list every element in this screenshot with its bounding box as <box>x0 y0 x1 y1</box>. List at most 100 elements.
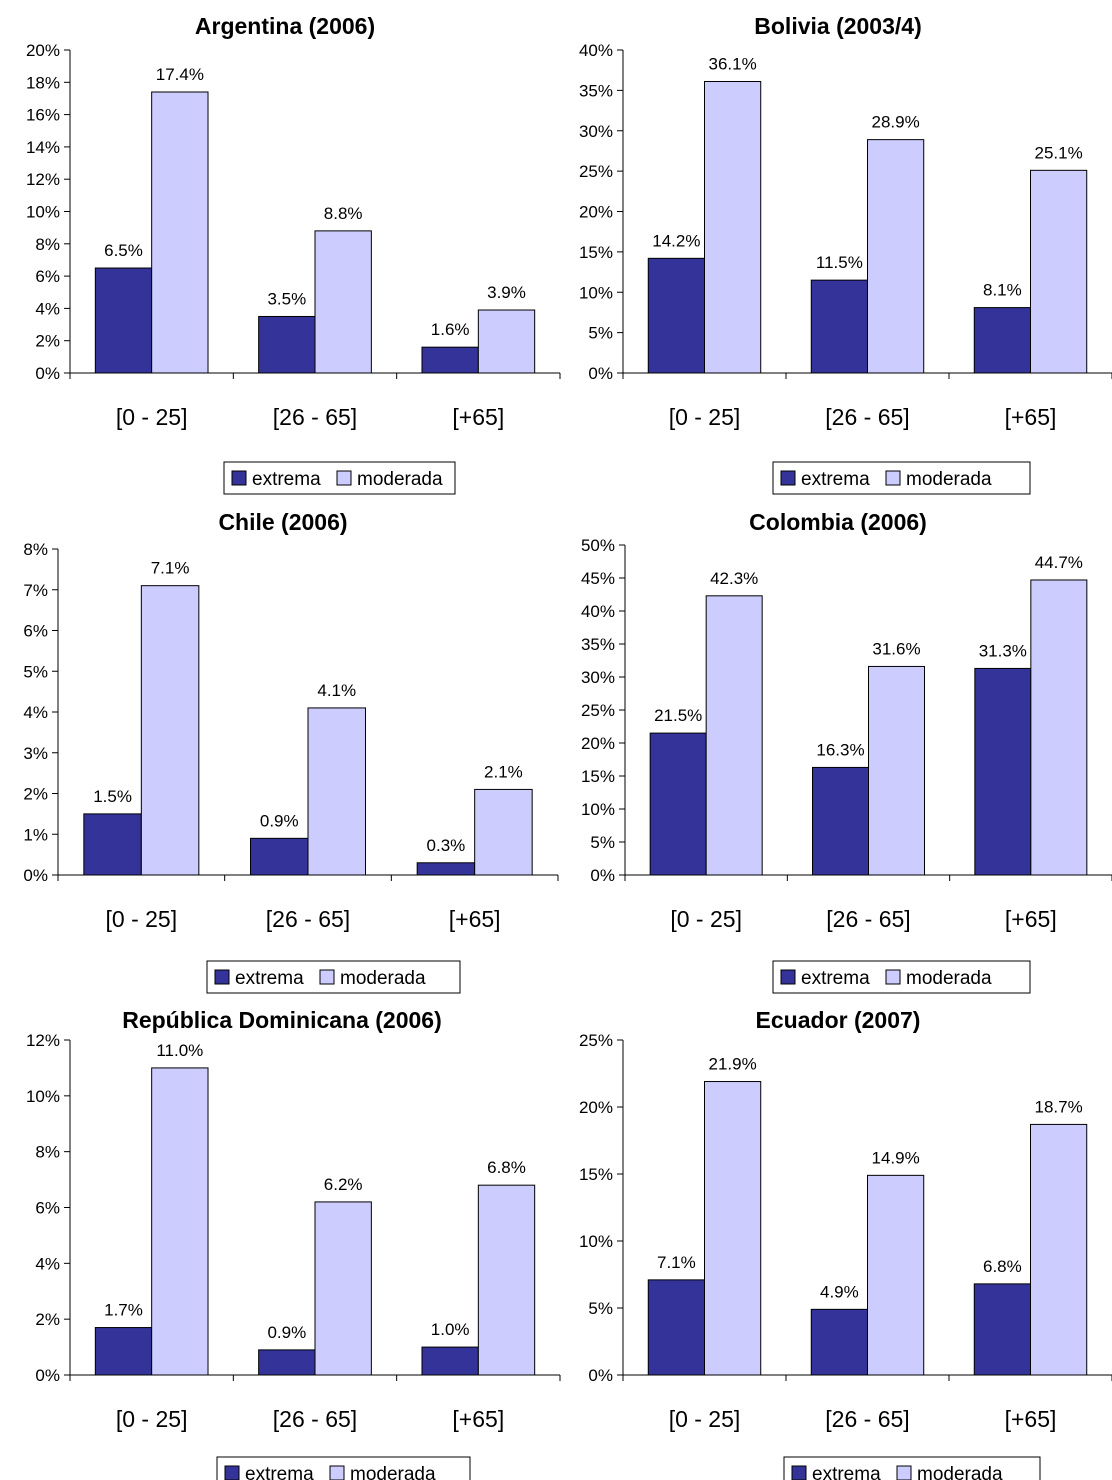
chart-title: Bolivia (2003/4) <box>754 13 921 39</box>
y-tick-label: 3% <box>23 744 48 763</box>
y-tick-label: 5% <box>23 662 48 681</box>
legend: extrema moderada <box>216 1456 471 1480</box>
data-label: 8.1% <box>983 281 1022 300</box>
bar-moderada <box>1030 1123 1088 1376</box>
legend-label-extrema: extrema <box>252 469 321 490</box>
y-tick-label: 35% <box>581 635 615 654</box>
legend-label-extrema: extrema <box>801 968 870 989</box>
legend: extrema moderada <box>783 1456 1041 1480</box>
x-tick-label: [26 - 65] <box>266 906 350 932</box>
legend-label-moderada: moderada <box>340 968 426 989</box>
y-tick-label: 0% <box>23 866 48 885</box>
bar-moderada <box>314 1201 372 1376</box>
x-tick-label: [+65] <box>452 1406 504 1432</box>
data-label: 21.9% <box>709 1055 757 1074</box>
y-tick-label: 35% <box>579 81 613 100</box>
y-tick-label: 8% <box>35 235 60 254</box>
y-tick-label: 2% <box>35 1310 60 1329</box>
legend-swatch-extrema <box>224 1465 240 1480</box>
legend-swatch-extrema <box>231 470 247 486</box>
bar-moderada <box>1030 169 1088 374</box>
bar-extrema <box>258 315 316 374</box>
legend: extrema moderada <box>772 960 1031 994</box>
x-tick-label: [0 - 25] <box>670 906 742 932</box>
bar-moderada <box>867 1174 925 1376</box>
legend: extrema moderada <box>772 461 1031 495</box>
data-label: 1.7% <box>104 1301 143 1320</box>
bar-moderada <box>314 230 372 374</box>
y-tick-label: 8% <box>35 1143 60 1162</box>
legend-box <box>772 960 1031 994</box>
legend-label-extrema: extrema <box>235 968 304 989</box>
legend-label-extrema: extrema <box>801 469 870 490</box>
data-label: 6.2% <box>324 1175 363 1194</box>
y-tick-label: 16% <box>26 106 60 125</box>
y-tick-label: 14% <box>26 138 60 157</box>
x-tick-label: [+65] <box>1005 404 1057 430</box>
data-label: 21.5% <box>654 706 702 725</box>
legend-swatch-moderada <box>885 969 901 985</box>
data-label: 16.3% <box>816 740 864 759</box>
x-tick-label: [0 - 25] <box>116 1406 188 1432</box>
chart-title: Argentina (2006) <box>195 13 375 39</box>
bar-moderada <box>1030 579 1088 876</box>
legend-swatch-extrema <box>791 1465 807 1480</box>
y-tick-label: 7% <box>23 581 48 600</box>
chart-title: República Dominicana (2006) <box>122 1007 442 1033</box>
legend-label-moderada: moderada <box>906 469 992 490</box>
legend-swatch-extrema <box>780 969 796 985</box>
y-tick-label: 25% <box>581 701 615 720</box>
y-tick-label: 10% <box>579 1232 613 1251</box>
bar-extrema <box>811 766 869 876</box>
bar-extrema <box>973 1283 1032 1376</box>
bar-extrema <box>258 1349 316 1376</box>
bar-moderada <box>704 80 762 374</box>
bar-moderada <box>151 91 209 374</box>
y-tick-label: 4% <box>35 299 60 318</box>
y-tick-label: 10% <box>579 283 613 302</box>
y-tick-label: 15% <box>581 767 615 786</box>
data-label: 25.1% <box>1035 143 1083 162</box>
y-tick-label: 25% <box>579 1031 613 1050</box>
x-tick-label: [+65] <box>1005 906 1057 932</box>
data-label: 18.7% <box>1035 1097 1083 1116</box>
y-tick-label: 6% <box>35 267 60 286</box>
legend-label-extrema: extrema <box>245 1464 314 1480</box>
y-tick-label: 20% <box>26 41 60 60</box>
bar-extrema <box>647 1279 706 1376</box>
y-tick-label: 40% <box>579 41 613 60</box>
bar-extrema <box>94 267 153 374</box>
x-tick-label: [26 - 65] <box>825 404 909 430</box>
chart-title: Colombia (2006) <box>749 509 927 535</box>
legend-swatch-moderada <box>885 470 901 486</box>
data-label: 8.8% <box>324 204 363 223</box>
y-tick-label: 20% <box>581 734 615 753</box>
y-tick-label: 1% <box>23 825 48 844</box>
y-tick-label: 30% <box>579 122 613 141</box>
legend-label-moderada: moderada <box>357 469 443 490</box>
data-label: 7.1% <box>151 559 190 578</box>
y-tick-label: 10% <box>581 800 615 819</box>
legend-label-extrema: extrema <box>812 1464 881 1480</box>
bar-moderada <box>705 595 763 876</box>
data-label: 4.1% <box>317 681 356 700</box>
y-tick-label: 10% <box>26 1087 60 1106</box>
bar-moderada <box>151 1067 209 1376</box>
chart-title: Ecuador (2007) <box>756 1007 921 1033</box>
data-label: 3.5% <box>267 289 306 308</box>
data-label: 11.0% <box>156 1041 203 1060</box>
y-tick-label: 5% <box>588 1299 613 1318</box>
bar-extrema <box>250 837 309 876</box>
bar-moderada <box>704 1081 762 1376</box>
y-tick-label: 50% <box>581 536 615 555</box>
x-tick-label: [+65] <box>449 906 501 932</box>
bar-moderada <box>140 585 200 876</box>
y-tick-label: 4% <box>23 703 48 722</box>
